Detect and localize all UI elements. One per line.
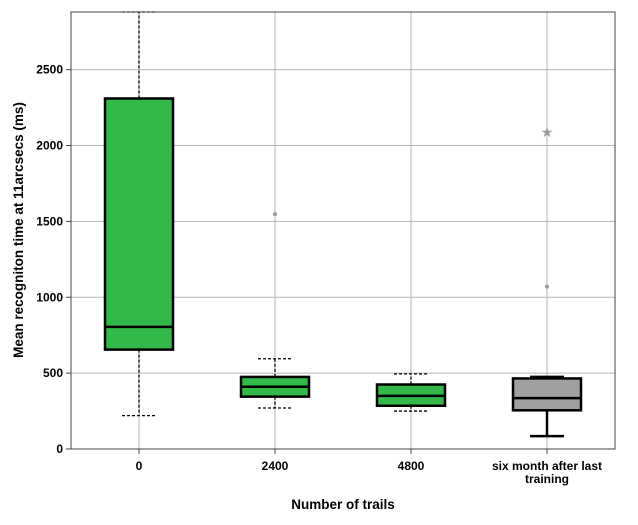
y-tick-label-2000: 2000 bbox=[36, 139, 63, 153]
x-tick-label-3: six month after last bbox=[492, 459, 602, 473]
iqr-box-0 bbox=[103, 97, 175, 351]
box-1 bbox=[239, 212, 311, 409]
y-axis-title: Mean recogniton time at 11arcsecs (ms) bbox=[11, 102, 26, 358]
iqr-box-3 bbox=[511, 377, 583, 412]
x-tick-label-1: 2400 bbox=[262, 459, 289, 473]
box-0 bbox=[103, 11, 175, 417]
box-3: ★ bbox=[511, 125, 583, 438]
x-tick-label-2: 4800 bbox=[398, 459, 425, 473]
outlier-1-0 bbox=[273, 212, 277, 217]
x-tick-label-3-line2: training bbox=[525, 472, 569, 486]
extreme-3-0: ★ bbox=[541, 125, 554, 141]
x-tick-label-0: 0 bbox=[136, 459, 143, 473]
plot-frame bbox=[70, 11, 616, 450]
y-tick-label-1500: 1500 bbox=[36, 214, 63, 228]
y-tick-label-500: 500 bbox=[43, 366, 63, 380]
box-2 bbox=[375, 373, 447, 412]
x-axis-title: Number of trails bbox=[291, 497, 395, 512]
y-axis-ticks: 0 500 1000 1500 2000 2500 bbox=[36, 63, 71, 456]
outlier-3-0 bbox=[545, 284, 549, 289]
y-tick-label-2500: 2500 bbox=[36, 63, 63, 77]
boxes: ★ bbox=[103, 11, 583, 438]
y-tick-label-1000: 1000 bbox=[36, 290, 63, 304]
y-tick-label-0: 0 bbox=[56, 442, 63, 456]
